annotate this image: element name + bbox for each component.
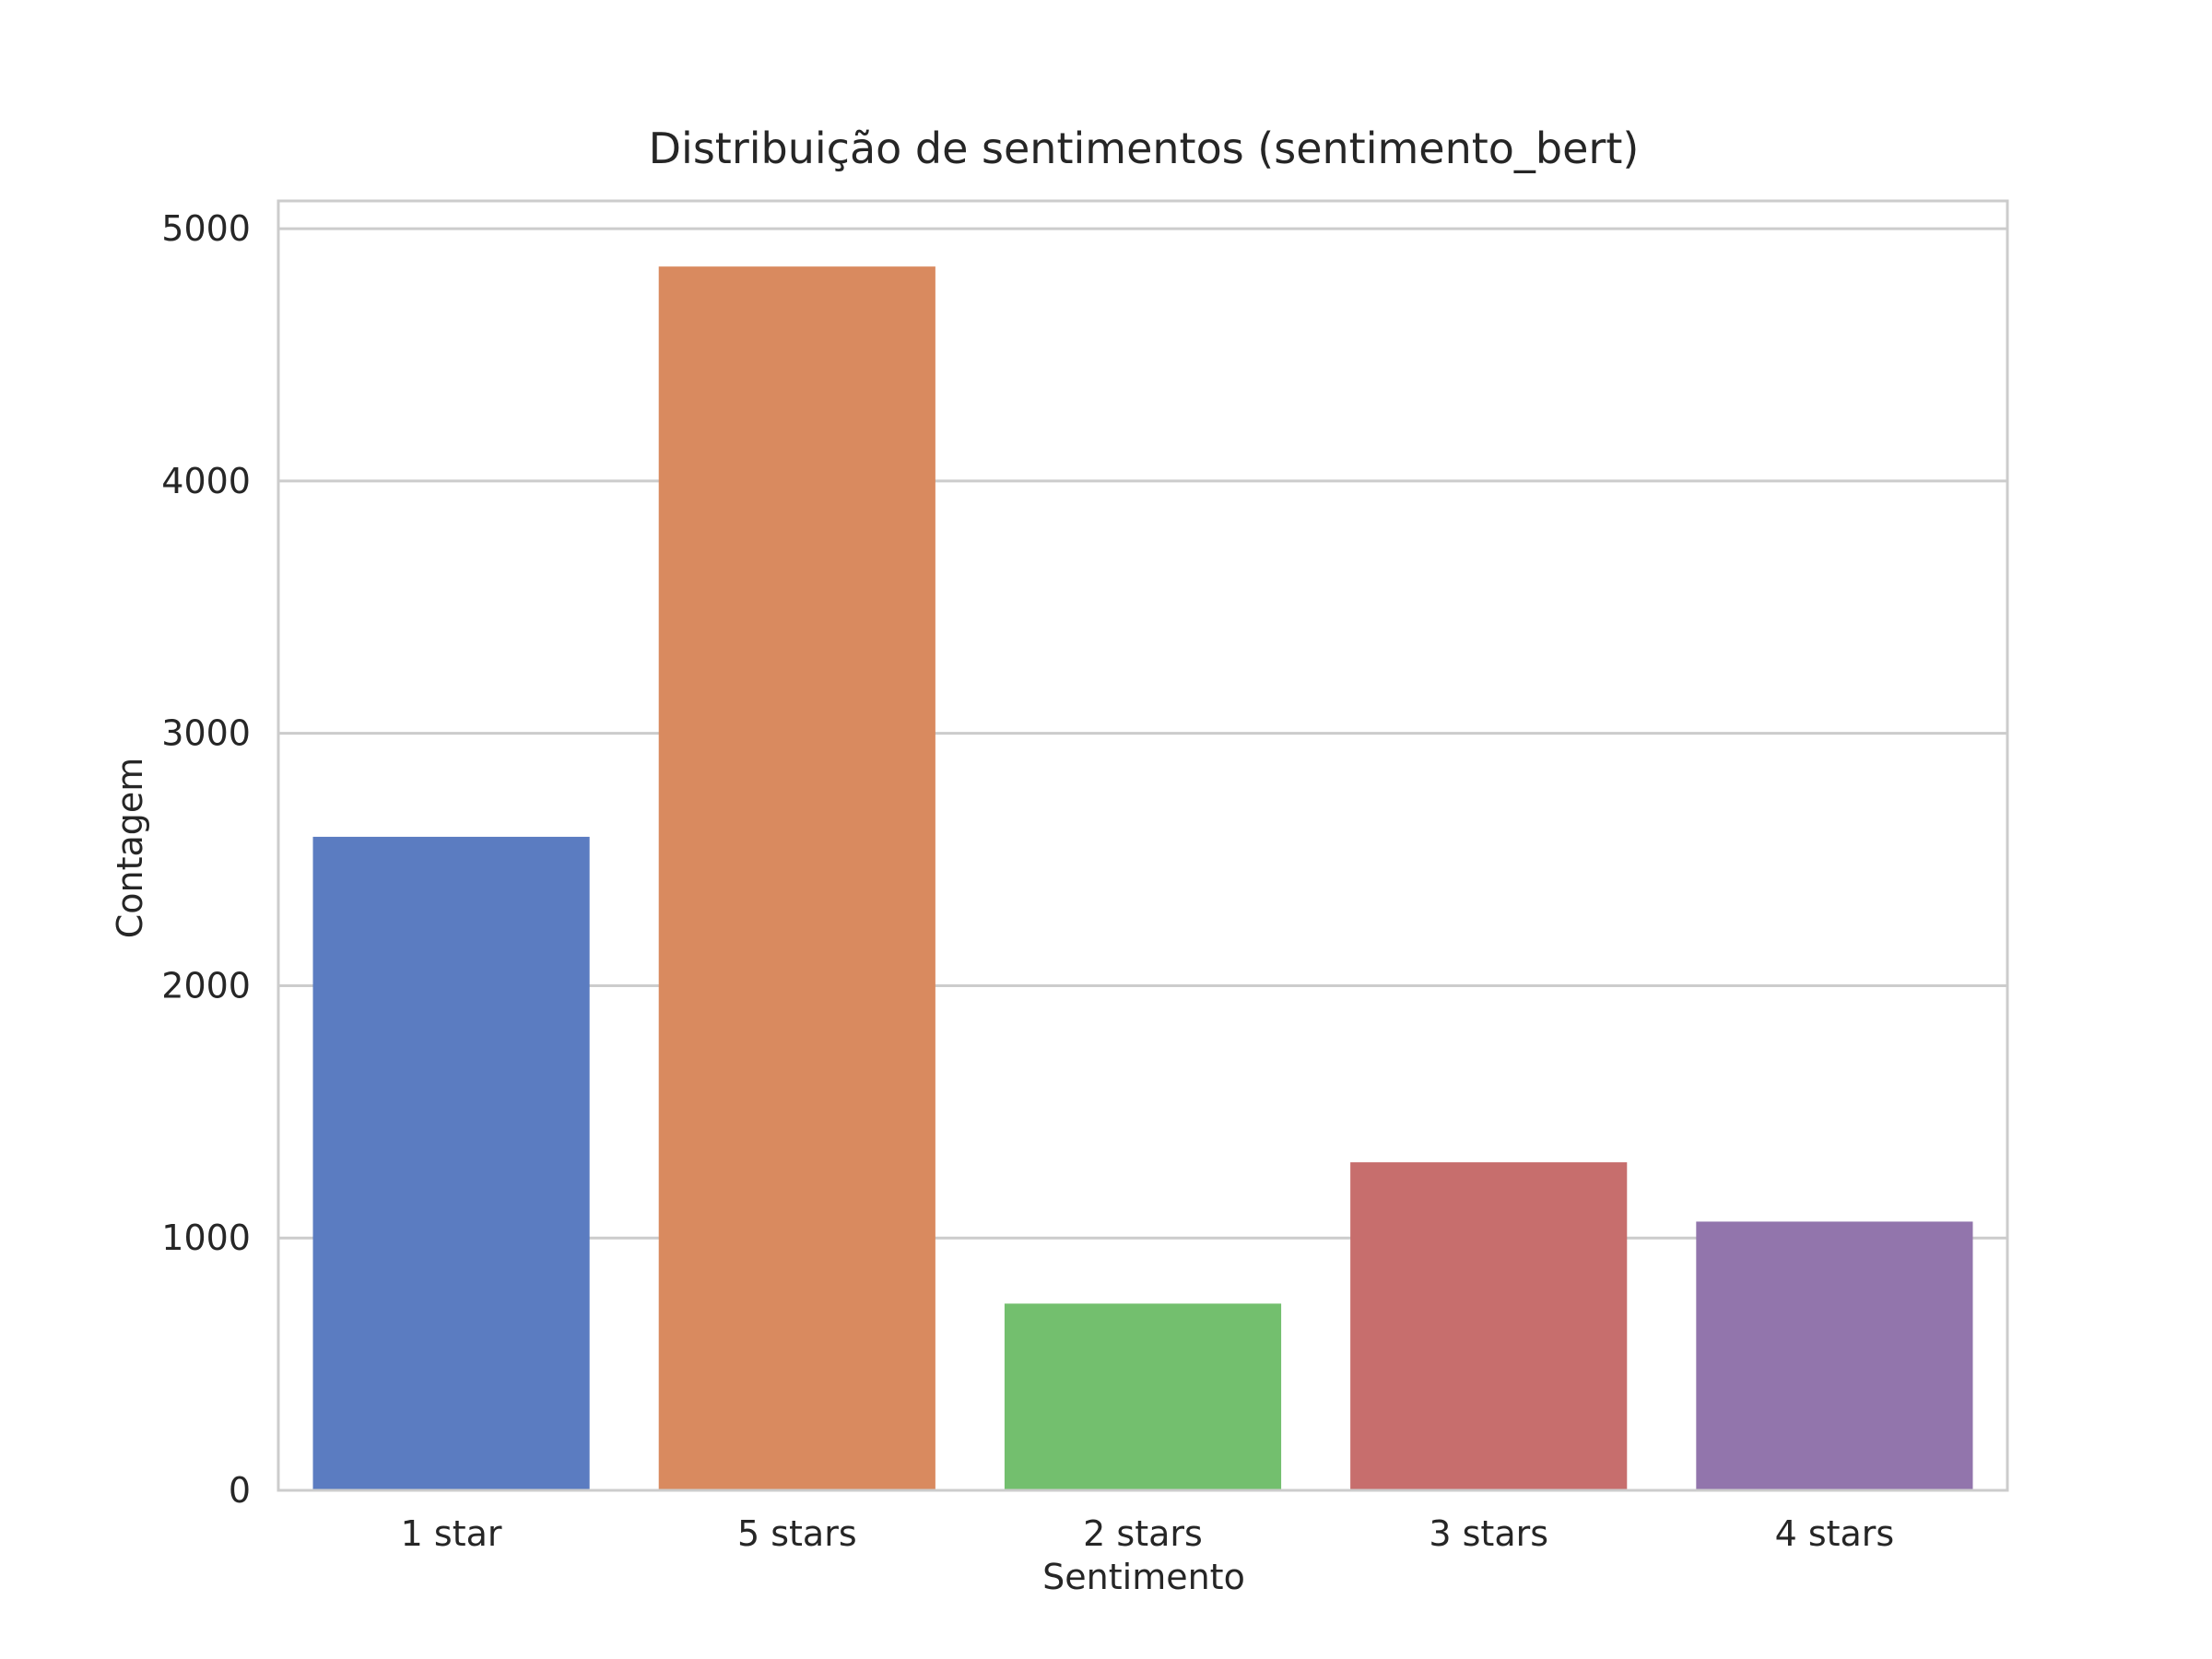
y-tick-label: 4000 [161, 461, 251, 501]
y-axis-label: Contagem [110, 758, 150, 939]
y-tick-label: 2000 [161, 965, 251, 1006]
bar [1004, 1303, 1282, 1490]
bar [312, 836, 590, 1490]
bar [658, 266, 935, 1490]
x-tick-label: 3 stars [1429, 1513, 1548, 1554]
x-tick-label: 4 stars [1775, 1513, 1895, 1554]
axes-frame [276, 199, 2009, 1492]
y-tick-labels: 0 1000 2000 3000 4000 5000 [161, 208, 251, 1511]
chart-title: Distribuição de sentimentos (sentimento_… [649, 124, 1640, 173]
bar [1696, 1221, 1973, 1490]
bar [1350, 1162, 1628, 1490]
x-axis-label: Sentimento [1042, 1557, 1245, 1597]
y-tick-label: 1000 [161, 1218, 251, 1258]
y-tick-label: 5000 [161, 208, 251, 249]
axes-spines [276, 199, 2009, 1492]
x-tick-label: 1 star [401, 1513, 502, 1554]
bars [312, 266, 1973, 1490]
x-tick-label: 5 stars [737, 1513, 857, 1554]
y-tick-label: 3000 [161, 713, 251, 754]
y-tick-label: 0 [229, 1470, 251, 1511]
x-tick-labels: 1 star 5 stars 2 stars 3 stars 4 stars [401, 1513, 1895, 1554]
x-tick-label: 2 stars [1083, 1513, 1203, 1554]
